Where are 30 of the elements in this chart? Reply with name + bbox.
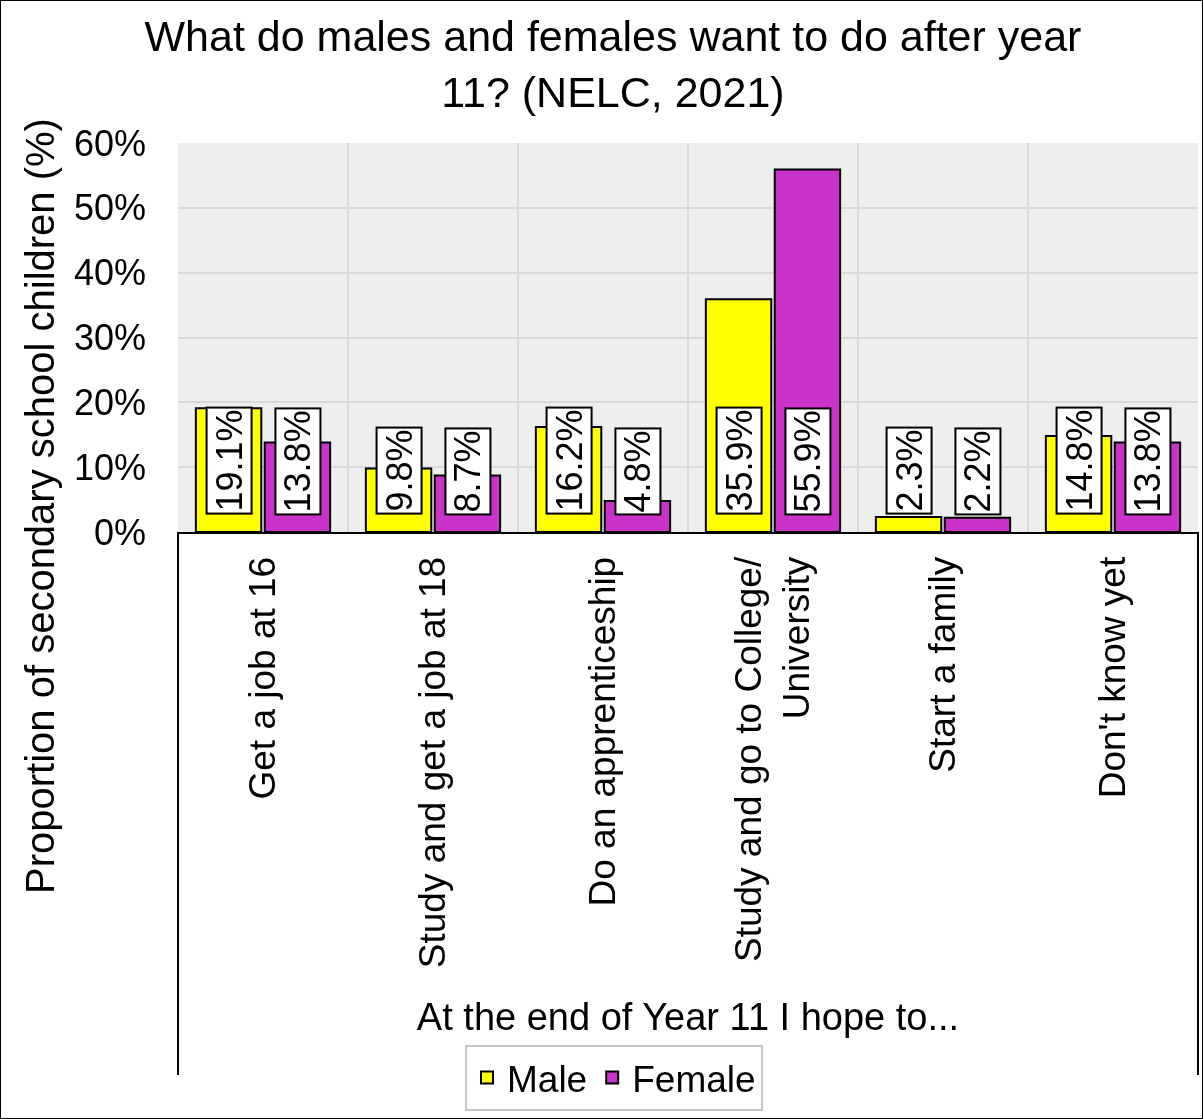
y-axis-title: Proportion of secondary school children (%) (18, 118, 62, 894)
x-tick-label: Start a family (922, 556, 964, 773)
y-tick-label: 50% (73, 187, 146, 229)
x-tick-label: Don't know yet (1092, 556, 1134, 799)
data-label: 13.8% (277, 410, 319, 513)
data-label: 55.9% (787, 410, 829, 513)
data-label: 2.2% (957, 430, 999, 513)
y-tick-label: 30% (73, 317, 146, 359)
chart-title: What do males and females want to do after year 11? (NELC, 2021) (144, 12, 1082, 117)
legend-label: Female (632, 1058, 756, 1100)
x-tick-label: Study and get a job at 18 (412, 556, 454, 969)
y-tick-label: 60% (73, 122, 146, 164)
x-tick-label: Study and go to College/ University (727, 556, 818, 963)
y-tick-label: 0% (93, 511, 146, 553)
data-label: 35.9% (718, 409, 760, 512)
y-tick-label: 40% (73, 252, 146, 294)
data-label: 4.8% (617, 430, 659, 513)
y-tick-label: 10% (73, 446, 146, 488)
data-label: 13.8% (1127, 410, 1169, 513)
x-axis-title: At the end of Year 11 I hope to... (416, 995, 960, 1038)
data-label: 2.3% (888, 429, 930, 512)
data-label: 14.8% (1058, 409, 1100, 512)
data-label: 16.2% (548, 409, 590, 512)
data-label: 19.1% (208, 409, 250, 512)
data-label: 9.8% (378, 429, 420, 512)
x-tick-label: Do an apprenticeship (582, 556, 624, 907)
legend-label: Male (507, 1058, 588, 1100)
x-tick-label: Get a job at 16 (242, 556, 284, 800)
y-tick-label: 20% (73, 381, 146, 423)
data-label: 8.7% (447, 430, 489, 513)
